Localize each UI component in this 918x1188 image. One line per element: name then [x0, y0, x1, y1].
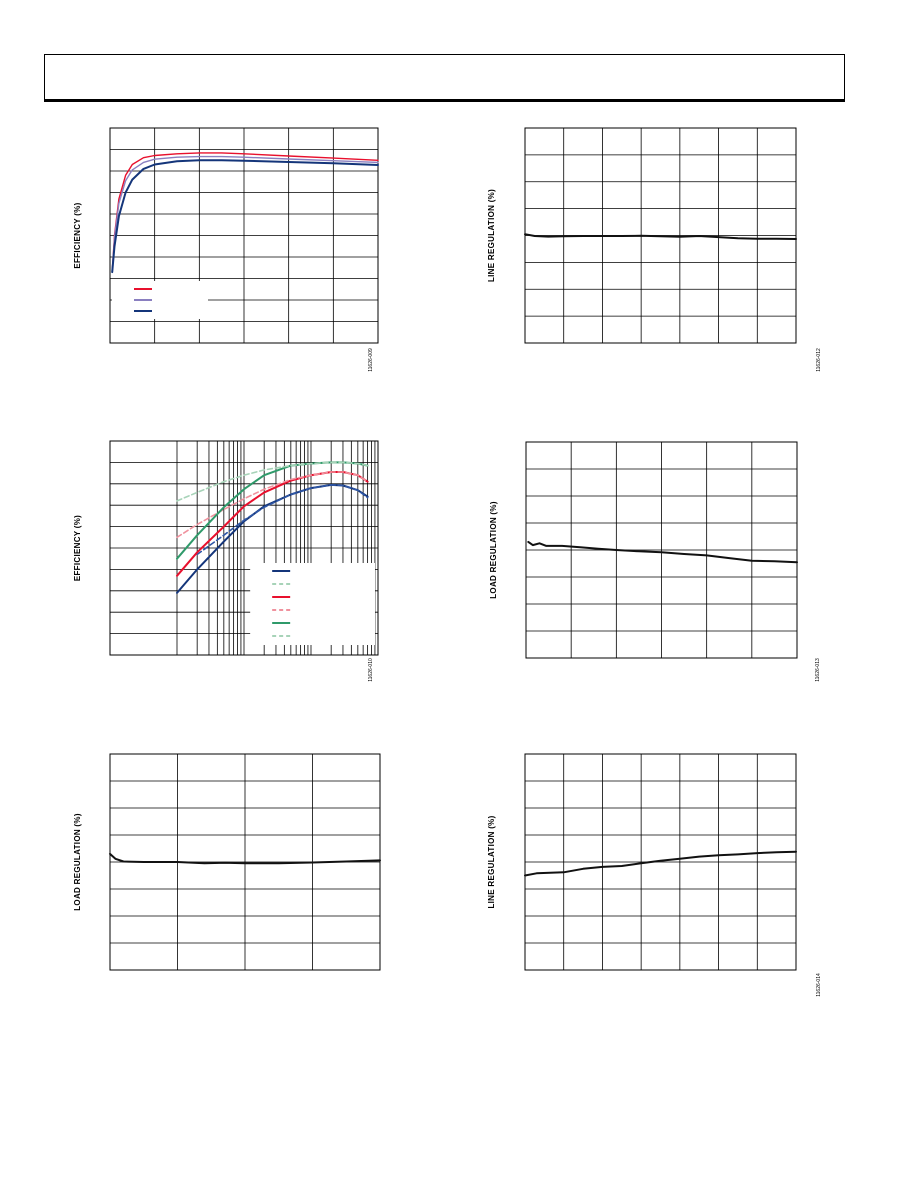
- series-line-black: [527, 540, 798, 564]
- efficiency-log-chart: EFFICIENCY (%) 11626-010: [73, 440, 379, 682]
- series-line-black: [524, 233, 797, 240]
- legend-box: [112, 281, 208, 319]
- figure-id: 11626-009: [368, 348, 374, 372]
- grid-lines: [525, 754, 796, 970]
- legend-box: [250, 563, 375, 645]
- chart-panel-fig-010: EFFICIENCY (%) 11626-010: [70, 430, 390, 695]
- line-regulation-chart: LINE REGULATION (%) 11626-014: [487, 753, 820, 997]
- figure-id: 11626-014: [816, 973, 820, 997]
- plot-frame: [109, 127, 379, 344]
- grid-lines: [110, 128, 378, 343]
- y-axis-label: EFFICIENCY (%): [73, 202, 82, 268]
- plot-frame: [525, 441, 798, 659]
- figure-id: 11626-012: [816, 348, 820, 372]
- y-axis-label: LOAD REGULATION (%): [73, 813, 82, 911]
- load-regulation-chart: LOAD REGULATION (%) 11626-011: [73, 753, 381, 971]
- y-axis-label: EFFICIENCY (%): [73, 515, 82, 581]
- chart-panel-fig-014: LINE REGULATION (%) 11626-014: [480, 745, 820, 1010]
- load-regulation-chart: LOAD REGULATION (%) 11626-013: [489, 441, 820, 682]
- series-line-violet: [111, 155, 379, 273]
- series-line-navy: [111, 159, 379, 274]
- series-line-green_dash: [176, 461, 369, 502]
- y-axis-label: LINE REGULATION (%): [487, 815, 496, 908]
- page-header-box: [44, 54, 845, 102]
- efficiency-chart: EFFICIENCY (%) 11626-009: [73, 127, 379, 372]
- plot-frame: [109, 753, 381, 971]
- series-line-black: [524, 850, 797, 877]
- y-axis-label: LOAD REGULATION (%): [489, 501, 498, 599]
- series-line-blue_dash: [196, 484, 369, 556]
- series-line-black: [109, 852, 381, 865]
- figure-id: 11626-010: [368, 658, 374, 682]
- line-regulation-chart: LINE REGULATION (%) 11626-012: [487, 127, 820, 372]
- series-line-red: [111, 152, 379, 273]
- y-axis-label: LINE REGULATION (%): [487, 189, 496, 282]
- plot-frame: [524, 753, 797, 971]
- series-line-pink_dash: [176, 471, 369, 539]
- chart-panel-fig-013: LOAD REGULATION (%) 11626-013: [480, 430, 820, 695]
- legend: [250, 563, 375, 645]
- plot-frame: [109, 440, 379, 656]
- plot-frame: [524, 127, 797, 344]
- legend: [112, 281, 208, 319]
- figure-id: 11626-013: [815, 658, 820, 682]
- grid-lines: [526, 442, 797, 658]
- chart-panel-fig-012: LINE REGULATION (%) 11626-012: [480, 120, 820, 380]
- chart-panel-fig-011: LOAD REGULATION (%) 11626-011: [70, 745, 390, 1010]
- chart-panel-fig-009: EFFICIENCY (%) 11626-009: [70, 120, 390, 380]
